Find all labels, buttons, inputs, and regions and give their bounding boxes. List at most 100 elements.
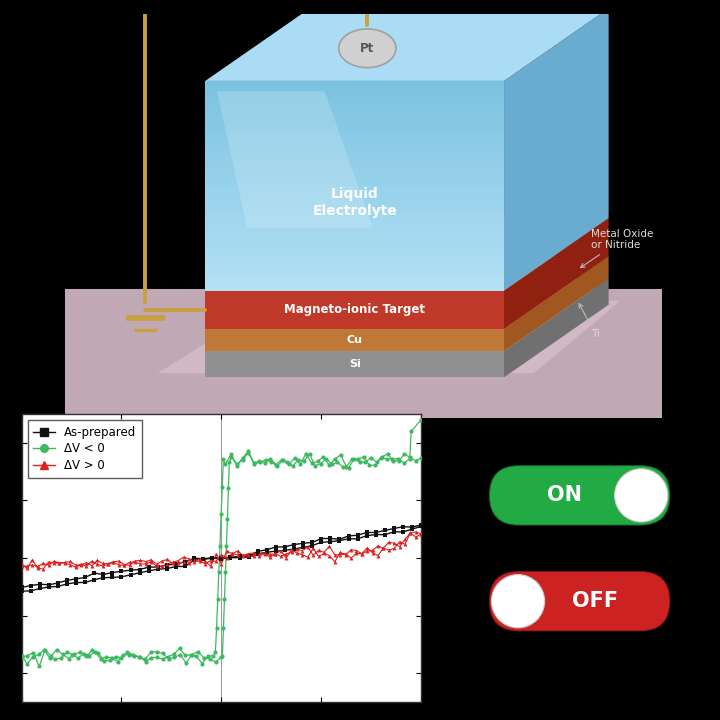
Point: [324, 541, 336, 552]
Point: [211, 623, 222, 634]
Point: [16, 652, 27, 663]
Point: [259, 548, 271, 559]
Point: [67, 649, 78, 660]
Point: [276, 454, 287, 465]
Point: [127, 649, 139, 660]
Point: [361, 542, 373, 554]
Point: [315, 458, 326, 469]
Point: [372, 550, 384, 562]
Polygon shape: [205, 235, 504, 242]
Point: [410, 526, 422, 538]
Point: [89, 574, 100, 585]
Polygon shape: [205, 199, 504, 207]
Polygon shape: [205, 279, 608, 351]
Point: [179, 649, 191, 661]
Point: [143, 565, 155, 577]
Point: [22, 650, 33, 662]
Point: [107, 572, 118, 583]
Polygon shape: [205, 228, 504, 235]
Point: [377, 451, 388, 463]
Point: [394, 536, 405, 547]
Polygon shape: [205, 137, 504, 144]
Polygon shape: [205, 123, 504, 130]
Point: [189, 554, 200, 566]
Point: [199, 555, 211, 567]
Point: [287, 460, 299, 472]
Point: [204, 653, 215, 665]
Point: [270, 459, 282, 470]
Point: [333, 535, 345, 546]
Polygon shape: [65, 289, 662, 418]
Point: [170, 558, 181, 570]
Point: [394, 541, 405, 552]
Point: [174, 649, 186, 660]
Point: [351, 547, 362, 559]
Point: [118, 559, 130, 571]
Point: [291, 544, 303, 555]
Polygon shape: [205, 193, 504, 199]
Polygon shape: [205, 329, 504, 351]
Point: [333, 534, 345, 545]
Point: [71, 577, 82, 588]
Point: [315, 533, 327, 544]
Point: [37, 558, 49, 570]
Point: [168, 649, 180, 660]
Point: [129, 650, 140, 662]
Point: [50, 654, 61, 665]
Point: [151, 561, 163, 572]
Point: [134, 567, 145, 578]
Point: [52, 580, 63, 592]
Point: [167, 558, 179, 570]
Point: [302, 541, 314, 553]
Point: [75, 646, 86, 657]
Point: [185, 649, 197, 661]
Point: [217, 650, 228, 662]
Point: [392, 453, 404, 464]
Circle shape: [615, 469, 668, 522]
Point: [16, 649, 27, 661]
Point: [243, 548, 254, 559]
Polygon shape: [205, 263, 504, 269]
Point: [307, 536, 318, 548]
Point: [37, 563, 49, 575]
Polygon shape: [205, 221, 504, 228]
Polygon shape: [205, 144, 504, 150]
Point: [382, 448, 393, 459]
Point: [318, 451, 329, 462]
Point: [25, 580, 37, 591]
Point: [140, 556, 151, 567]
Point: [232, 545, 243, 557]
Point: [96, 560, 108, 572]
Point: [216, 558, 228, 570]
Point: [243, 552, 254, 563]
Point: [33, 649, 45, 660]
Point: [312, 456, 323, 467]
Polygon shape: [205, 284, 504, 291]
Point: [197, 658, 208, 670]
Point: [207, 552, 218, 564]
Polygon shape: [504, 218, 608, 329]
Point: [86, 560, 97, 572]
Point: [194, 555, 206, 567]
Point: [64, 556, 76, 567]
Point: [76, 559, 86, 570]
Point: [270, 548, 282, 559]
Point: [297, 549, 308, 560]
Point: [406, 521, 418, 533]
Point: [415, 521, 427, 532]
Point: [91, 559, 103, 570]
Point: [38, 644, 50, 656]
Point: [370, 527, 382, 539]
Point: [52, 577, 63, 589]
Point: [298, 455, 310, 467]
Point: [270, 541, 282, 553]
Point: [288, 539, 300, 550]
Point: [71, 573, 82, 585]
Point: [81, 557, 92, 568]
Point: [383, 536, 395, 548]
Point: [291, 547, 303, 559]
Point: [16, 559, 27, 570]
Point: [151, 646, 163, 657]
Point: [57, 649, 68, 660]
Point: [55, 652, 67, 664]
